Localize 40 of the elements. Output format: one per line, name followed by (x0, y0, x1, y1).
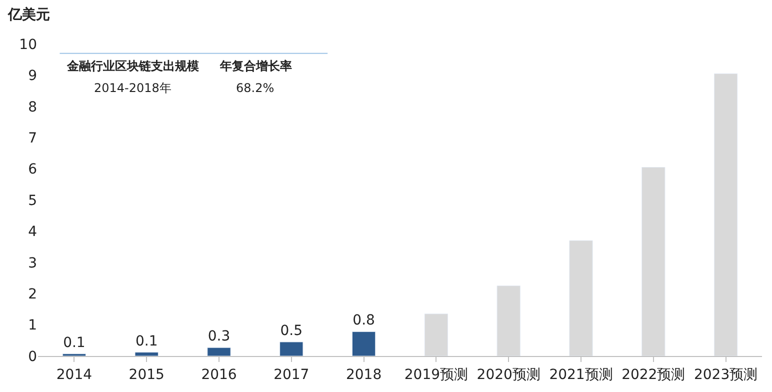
y-tick-label: 3 (28, 255, 37, 272)
y-tick-label: 0 (28, 348, 37, 365)
annotation: 年复合增长率 (219, 59, 292, 73)
y-tick-label: 7 (28, 130, 37, 146)
annotation: 2014-2018年 (94, 81, 172, 95)
x-tick-label: 2021预测 (549, 366, 613, 383)
x-tick-label: 2023预测 (694, 366, 758, 383)
bar (642, 166, 666, 356)
annotation: 金融行业区块链支出规模 (66, 59, 199, 73)
bar (207, 347, 231, 356)
y-tick-label: 10 (19, 36, 37, 53)
bar (714, 73, 738, 356)
y-tick-label: 5 (28, 192, 37, 209)
y-tick-label: 1 (28, 318, 37, 334)
data-label: 0.1 (63, 334, 86, 351)
bar (352, 331, 376, 356)
bar (496, 286, 520, 356)
x-tick-label: 2015 (128, 366, 164, 383)
x-tick-label: 2016 (201, 366, 237, 383)
y-tick-label: 2 (28, 286, 37, 302)
annotation: 68.2% (236, 81, 274, 95)
x-tick-label: 2020预测 (476, 366, 540, 383)
data-label: 0.5 (280, 322, 303, 339)
data-label: 0.3 (208, 328, 230, 345)
y-tick-label: 9 (28, 68, 37, 84)
bar (424, 314, 448, 356)
x-tick-label: 2017 (274, 366, 310, 383)
y-tick-label: 4 (28, 224, 38, 240)
y-tick-label: 8 (28, 99, 37, 116)
data-label: 0.8 (352, 312, 375, 329)
bar (280, 342, 304, 356)
data-label: 0.1 (135, 333, 158, 350)
x-tick-label: 2014 (56, 366, 92, 383)
y-tick-label: 6 (28, 162, 38, 178)
bar (134, 352, 158, 356)
y-axis-title: 亿美元 (7, 6, 50, 23)
x-tick-label: 2022预测 (622, 366, 686, 383)
x-tick-label: 2018 (346, 366, 382, 383)
x-tick-label: 2019预测 (404, 366, 468, 383)
bar (569, 240, 593, 356)
